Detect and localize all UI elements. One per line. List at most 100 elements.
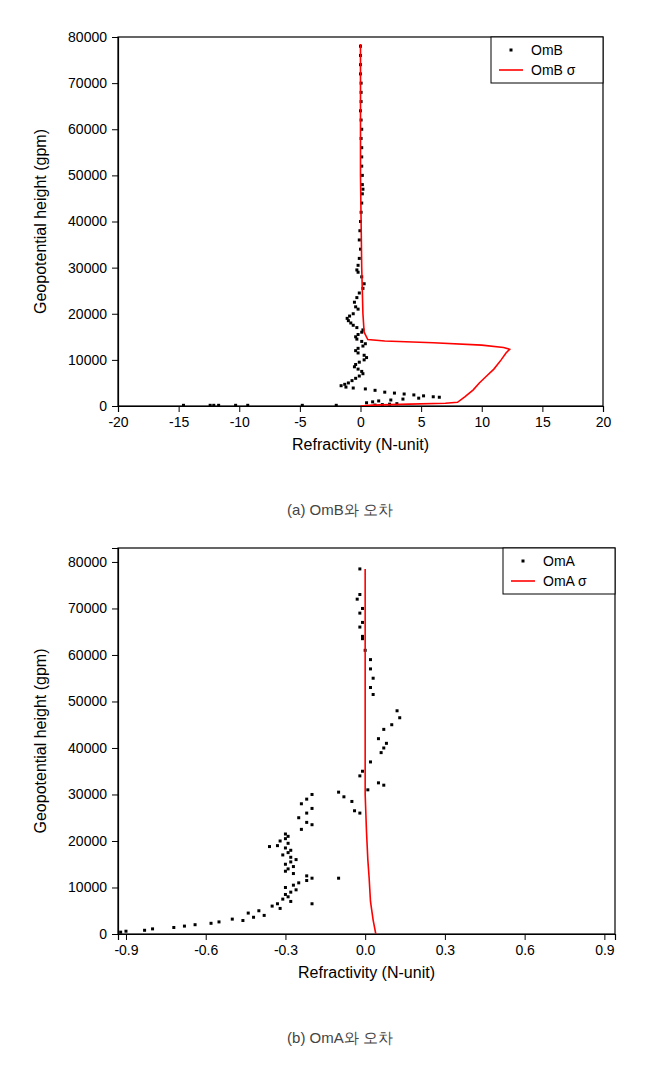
y-tick-mark [112, 360, 118, 361]
scatter-point [284, 833, 287, 836]
scatter-point [358, 238, 361, 241]
scatter-point [353, 809, 356, 812]
chart: -0.9-0.6-0.30.00.30.60.90100002000030000… [32, 548, 616, 1046]
scatter-point [369, 667, 372, 670]
scatter-point [289, 856, 292, 859]
scatter-point [377, 399, 380, 402]
scatter-point [183, 925, 186, 928]
profile-line [365, 569, 376, 934]
x-tick-label: -0.3 [274, 942, 298, 958]
scatter-point [281, 853, 284, 856]
x-tick: -15 [169, 406, 189, 430]
scatter-point [361, 607, 364, 610]
scatter-point [364, 387, 367, 390]
y-tick: 80000 [68, 554, 118, 570]
x-tick: 5 [418, 406, 426, 430]
x-tick-mark [126, 934, 127, 940]
scatter-point [292, 865, 295, 868]
y-tick: 80000 [68, 29, 118, 45]
scatter-point [361, 621, 364, 624]
scatter-point [292, 884, 295, 887]
y-axis: 0100002000030000400005000060000700008000… [68, 549, 118, 942]
x-tick-label: -15 [169, 414, 189, 430]
y-tick-label: 50000 [68, 167, 107, 183]
scatter-point [357, 264, 360, 267]
x-tick-label: -10 [230, 414, 250, 430]
figure: -20-15-10-505101520010000200003000040000… [0, 0, 645, 1067]
scatter-point [301, 404, 304, 406]
scatter-point [361, 637, 364, 640]
scatter-point [287, 835, 290, 838]
scatter-point [284, 886, 287, 889]
x-axis-line [119, 935, 616, 941]
y-tick: 10000 [68, 352, 118, 368]
legend: OmAOmA σ [503, 548, 615, 594]
x-tick: -0.3 [274, 934, 298, 958]
scatter-point [355, 296, 358, 299]
scatter-point [343, 383, 346, 386]
scatter-point [351, 379, 354, 382]
scatter-point [358, 812, 361, 815]
scatter-point [281, 898, 284, 901]
y-tick-mark [112, 562, 118, 563]
scatter-point [369, 686, 372, 689]
scatter-point [271, 905, 274, 908]
scatter-point [438, 396, 441, 399]
scatter-point [289, 891, 292, 894]
x-tick-label: 0.9 [595, 942, 615, 958]
scatter-point [143, 929, 146, 932]
y-tick-label: 30000 [68, 260, 107, 276]
x-tick-mark [603, 406, 604, 412]
scatter-point [305, 879, 308, 882]
legend: OmBOmB σ [491, 37, 603, 83]
x-tick-mark [285, 934, 286, 940]
scatter-point [209, 404, 212, 406]
scatter-point [372, 677, 375, 680]
x-tick-mark [445, 934, 446, 940]
scatter-point [182, 404, 185, 406]
scatter-point [361, 188, 364, 191]
y-tick-label: 60000 [68, 121, 107, 137]
scatter-point [241, 919, 244, 922]
scatter-point [358, 612, 361, 615]
scatter-point [194, 923, 197, 926]
scatter-point [284, 893, 287, 896]
scatter-point [357, 351, 360, 354]
x-tick: 15 [535, 406, 551, 430]
y-tick-label: 40000 [68, 213, 107, 229]
scatter-point [371, 400, 374, 403]
x-axis-line [119, 407, 604, 413]
scatter-point [305, 812, 308, 815]
scatter-point [382, 746, 385, 749]
y-tick-label: 0 [99, 926, 107, 942]
x-tick-label: 0.3 [436, 942, 456, 958]
y-tick-label: 10000 [68, 879, 107, 895]
scatter-point [284, 863, 287, 866]
scatter-point [337, 877, 340, 880]
y-tick-mark [112, 608, 118, 609]
y-tick-mark [112, 841, 118, 842]
x-tick-mark [604, 934, 605, 940]
scatter-point [284, 846, 287, 849]
x-tick: 0 [357, 406, 365, 430]
x-tick-label: -5 [294, 414, 307, 430]
scatter-point [350, 800, 353, 803]
scatter-point [246, 404, 249, 406]
scatter-point [276, 902, 279, 905]
scatter-point [305, 798, 308, 801]
x-tick-label: 0.6 [515, 942, 535, 958]
scatter-point [337, 791, 340, 794]
scatter-point [295, 888, 298, 891]
legend-label: OmA σ [543, 573, 587, 589]
chart: -20-15-10-505101520010000200003000040000… [32, 29, 611, 518]
y-tick-label: 20000 [68, 306, 107, 322]
y-tick-mark [112, 406, 118, 407]
y-tick-mark [112, 129, 118, 130]
x-axis: -20-15-10-505101520 [108, 406, 611, 430]
scatter-point [279, 907, 282, 910]
scatter-point [172, 926, 175, 929]
y-tick: 50000 [68, 693, 118, 709]
y-tick-label: 10000 [68, 352, 107, 368]
scatter-point [382, 784, 385, 787]
x-tick-mark [361, 406, 362, 412]
